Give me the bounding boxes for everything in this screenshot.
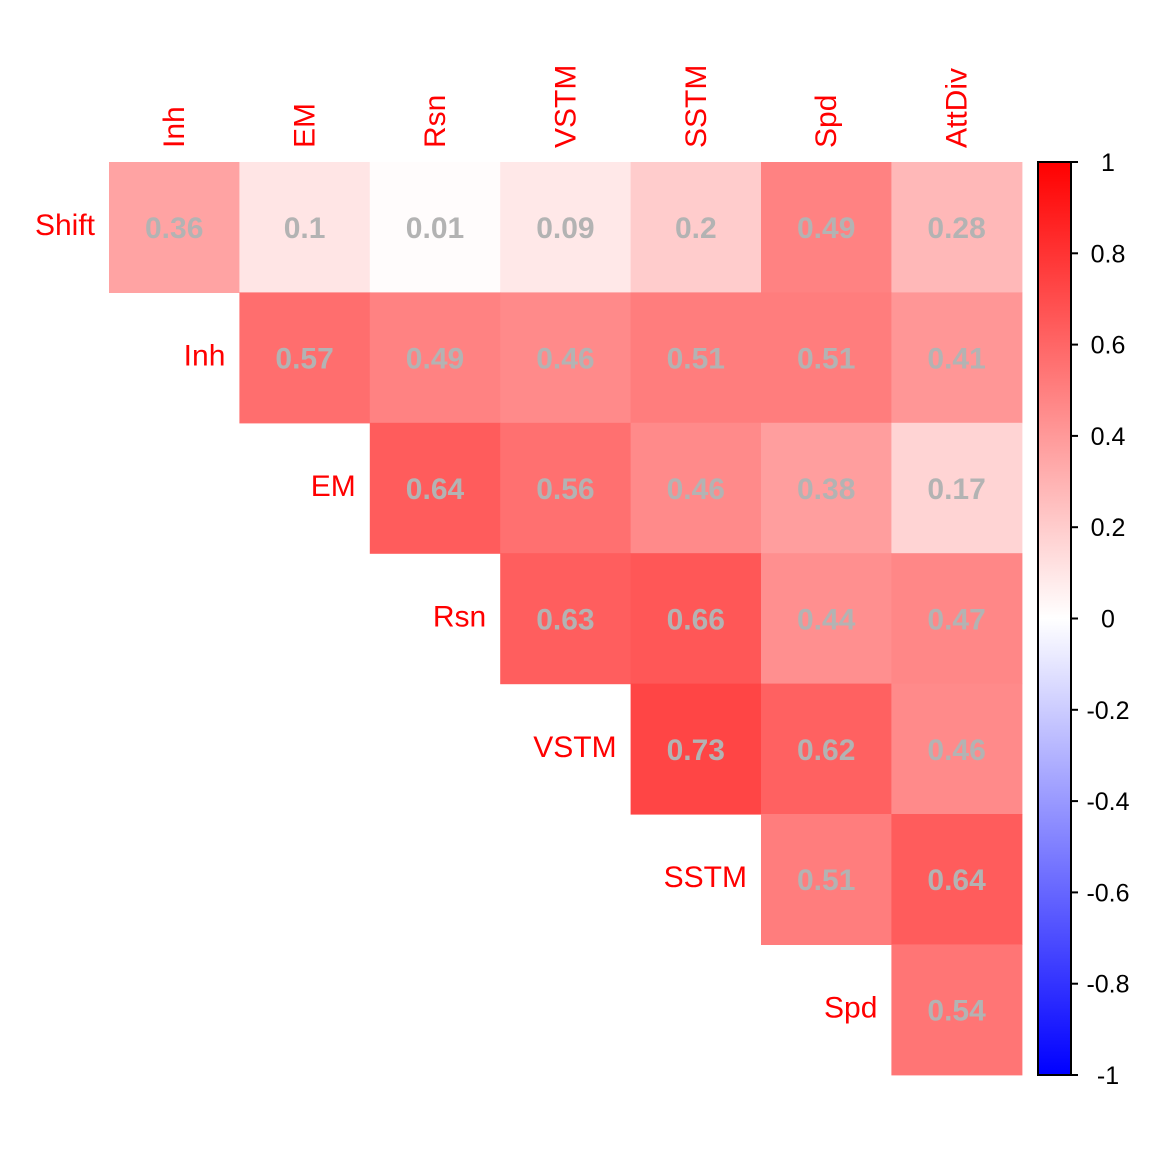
cell-value-em-vstm: 0.56 xyxy=(536,473,594,506)
column-labels: Inh EM Rsn VSTM SSTM Spd AttDiv xyxy=(158,65,973,148)
cell-em-vstm xyxy=(500,422,632,554)
cell-inh-sstm xyxy=(630,292,762,424)
cell-spd-attdiv xyxy=(891,944,1023,1076)
cell-value-shift-rsn: 0.01 xyxy=(406,212,464,245)
cell-value-inh-em: 0.57 xyxy=(275,343,333,376)
cell-value-rsn-sstm: 0.66 xyxy=(667,603,725,636)
column-label-attdiv: AttDiv xyxy=(941,68,974,148)
row-label-sstm: SSTM xyxy=(664,861,747,894)
cell-em-sstm xyxy=(630,422,762,554)
cell-value-sstm-spd: 0.51 xyxy=(797,864,855,897)
cell-rsn-attdiv xyxy=(891,553,1023,685)
cell-rsn-spd xyxy=(761,553,892,685)
column-label-vstm: VSTM xyxy=(549,65,582,148)
cell-value-shift-attdiv: 0.28 xyxy=(927,212,985,245)
colorbar-tick-label: -0.4 xyxy=(1086,788,1129,816)
colorbar-tick-label: -0.6 xyxy=(1086,879,1129,907)
colorbar-tick-label: 0.6 xyxy=(1091,332,1126,360)
cell-vstm-attdiv xyxy=(891,683,1023,815)
cell-em-rsn xyxy=(369,422,501,554)
cell-inh-em xyxy=(239,292,371,424)
row-label-shift: Shift xyxy=(35,209,96,242)
cell-value-spd-attdiv: 0.54 xyxy=(927,995,986,1028)
cell-vstm-sstm xyxy=(630,683,762,815)
cell-value-shift-spd: 0.49 xyxy=(797,212,855,245)
cell-shift-inh xyxy=(109,162,240,293)
cell-value-vstm-attdiv: 0.46 xyxy=(927,734,985,767)
colorbar-tick-label: 0.2 xyxy=(1091,514,1126,542)
cell-value-shift-vstm: 0.09 xyxy=(536,212,594,245)
cell-em-attdiv xyxy=(891,422,1023,554)
heatmap-cells: 0.36 0.1 0.01 0.09 0.2 0.49 0.28 0.57 0.49 0.46 0.… xyxy=(109,162,1023,1076)
row-label-vstm: VSTM xyxy=(533,731,616,764)
cell-value-rsn-spd: 0.44 xyxy=(797,603,856,636)
row-label-em: EM xyxy=(311,470,356,503)
cell-value-shift-em: 0.1 xyxy=(284,212,326,245)
colorbar-tick-label: -0.8 xyxy=(1086,971,1129,999)
cell-value-inh-spd: 0.51 xyxy=(797,343,855,376)
colorbar-tick-label: 0.8 xyxy=(1091,240,1126,268)
cell-em-spd xyxy=(761,422,892,554)
cell-shift-spd xyxy=(761,162,892,293)
cell-value-vstm-spd: 0.62 xyxy=(797,734,855,767)
cell-rsn-sstm xyxy=(630,553,762,685)
cell-value-em-sstm: 0.46 xyxy=(667,473,725,506)
cell-value-em-rsn: 0.64 xyxy=(406,473,465,506)
cell-value-rsn-attdiv: 0.47 xyxy=(927,603,985,636)
row-label-rsn: Rsn xyxy=(433,600,486,633)
column-label-sstm: SSTM xyxy=(680,65,713,148)
colorbar-tick-label: -0.2 xyxy=(1086,697,1129,725)
column-label-spd: Spd xyxy=(810,95,843,148)
cell-shift-vstm xyxy=(500,162,632,293)
cell-value-shift-sstm: 0.2 xyxy=(675,212,717,245)
cell-inh-rsn xyxy=(369,292,501,424)
cell-value-inh-vstm: 0.46 xyxy=(536,343,594,376)
row-label-spd: Spd xyxy=(824,992,877,1025)
colorbar-tick-label: 0 xyxy=(1101,606,1115,634)
row-labels: Shift Inh EM Rsn VSTM SSTM Spd xyxy=(35,209,877,1024)
cell-value-em-attdiv: 0.17 xyxy=(927,473,985,506)
colorbar-tick-label: 1 xyxy=(1101,149,1115,177)
cell-inh-spd xyxy=(761,292,892,424)
column-label-rsn: Rsn xyxy=(419,95,452,148)
cell-value-inh-sstm: 0.51 xyxy=(667,343,725,376)
cell-inh-attdiv xyxy=(891,292,1023,424)
cell-shift-em xyxy=(239,162,371,293)
cell-vstm-spd xyxy=(761,683,892,815)
cell-value-em-spd: 0.38 xyxy=(797,473,855,506)
cell-value-vstm-sstm: 0.73 xyxy=(667,734,725,767)
cell-value-shift-inh: 0.36 xyxy=(145,212,203,245)
colorbar-tick-label: -1 xyxy=(1097,1062,1119,1090)
cell-shift-sstm xyxy=(630,162,762,293)
cell-value-rsn-vstm: 0.63 xyxy=(536,603,594,636)
cell-value-sstm-attdiv: 0.64 xyxy=(927,864,986,897)
cell-sstm-attdiv xyxy=(891,814,1023,945)
cell-shift-rsn xyxy=(369,162,501,293)
row-label-inh: Inh xyxy=(184,340,226,373)
colorbar-tick-label: 0.4 xyxy=(1091,423,1126,451)
column-label-em: EM xyxy=(289,103,322,148)
cell-rsn-vstm xyxy=(500,553,632,685)
cell-value-inh-rsn: 0.49 xyxy=(406,343,464,376)
colorbar: 1 0.8 0.6 0.4 0.2 0 -0.2 -0.4 -0.6 -0.8 -1 xyxy=(1037,149,1130,1090)
cell-shift-attdiv xyxy=(891,162,1023,293)
colorbar-gradient xyxy=(1037,161,1072,1076)
cell-sstm-spd xyxy=(761,814,892,945)
column-label-inh: Inh xyxy=(158,106,191,148)
cell-inh-vstm xyxy=(500,292,632,424)
cell-value-inh-attdiv: 0.41 xyxy=(927,343,985,376)
